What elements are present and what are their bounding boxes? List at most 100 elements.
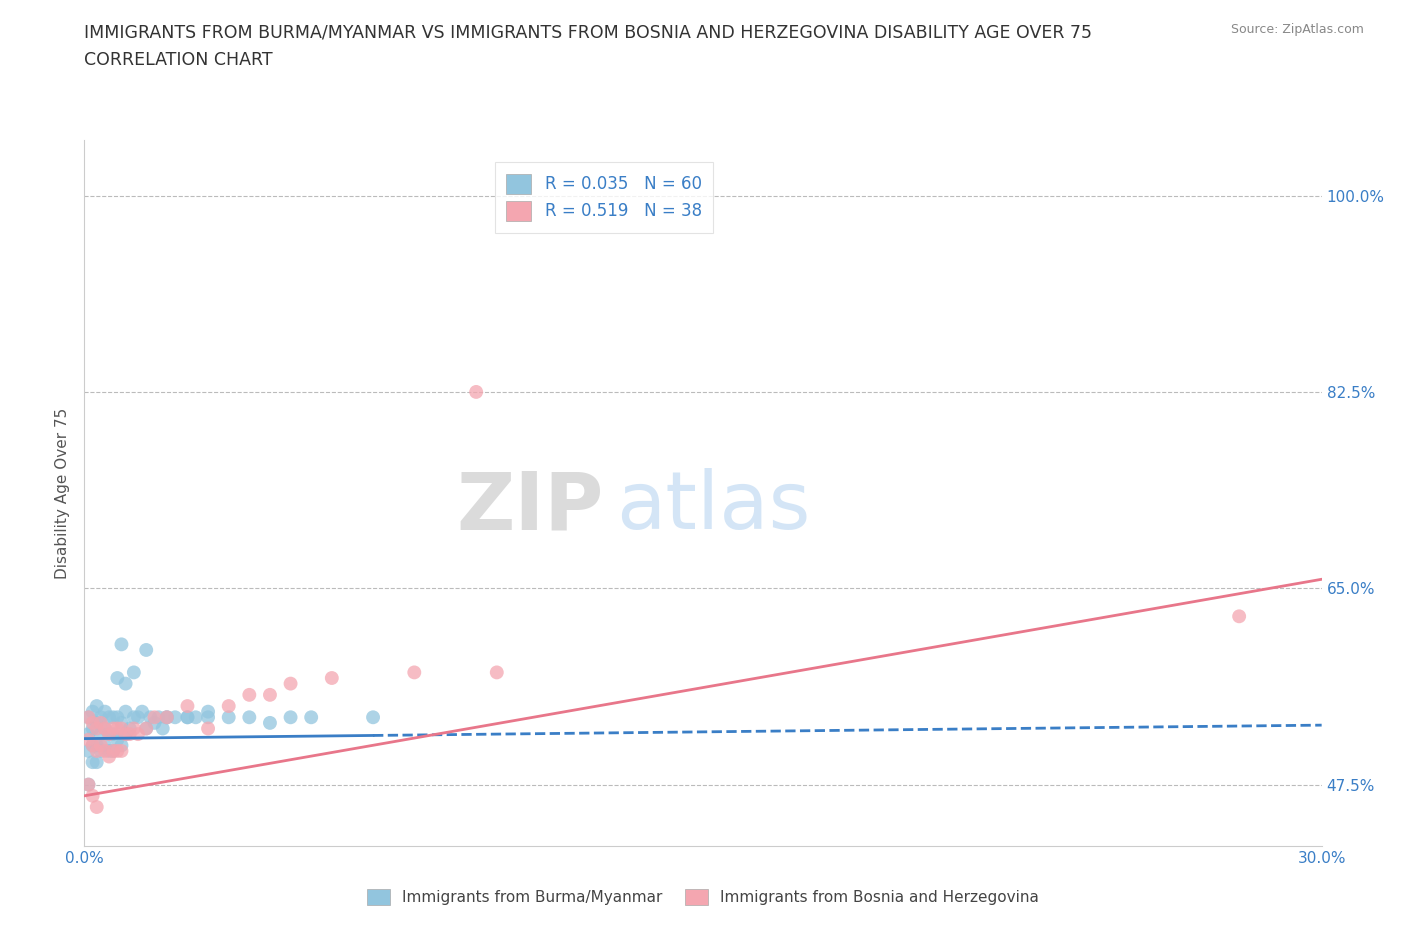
Point (110, 737, 132, 752)
Point (197, 704, 219, 719)
Point (77, 726, 100, 741)
Point (86, 755, 108, 770)
Point (127, 726, 149, 741)
Point (105, 721, 128, 736)
Point (321, 895, 343, 910)
Point (148, 710, 170, 724)
Point (90, 743, 112, 758)
Point (135, 721, 157, 736)
Point (197, 710, 219, 724)
Text: ZIP: ZIP (457, 468, 605, 546)
Point (86, 800, 108, 815)
Point (105, 732, 128, 747)
Point (152, 721, 174, 736)
Point (156, 710, 179, 724)
Legend: R = 0.035   N = 60, R = 0.519   N = 38: R = 0.035 N = 60, R = 0.519 N = 38 (495, 162, 713, 232)
Point (485, 665, 508, 680)
Point (98, 726, 121, 741)
Point (143, 715, 166, 730)
Point (176, 710, 198, 724)
Point (465, 384, 488, 399)
Point (90, 710, 112, 724)
Point (98, 726, 121, 741)
Point (82, 721, 104, 736)
Point (156, 710, 179, 724)
Point (77, 710, 100, 724)
Point (143, 710, 166, 724)
Point (98, 743, 121, 758)
Point (280, 676, 302, 691)
Point (114, 704, 136, 719)
Point (86, 715, 108, 730)
Point (77, 732, 100, 747)
Point (197, 721, 219, 736)
Point (299, 710, 322, 724)
Text: Source: ZipAtlas.com: Source: ZipAtlas.com (1230, 23, 1364, 36)
Point (404, 665, 426, 680)
Point (176, 710, 198, 724)
Point (139, 710, 162, 724)
Point (131, 704, 153, 719)
Point (86, 743, 108, 758)
Point (98, 710, 121, 724)
Point (361, 710, 384, 724)
Point (110, 715, 132, 730)
Point (94, 737, 117, 752)
Point (156, 710, 179, 724)
Point (114, 726, 136, 741)
Point (110, 637, 132, 652)
Text: IMMIGRANTS FROM BURMA/MYANMAR VS IMMIGRANTS FROM BOSNIA AND HERZEGOVINA DISABILI: IMMIGRANTS FROM BURMA/MYANMAR VS IMMIGRA… (84, 23, 1092, 41)
Point (82, 704, 104, 719)
Point (122, 710, 145, 724)
Point (176, 698, 198, 713)
Point (105, 671, 128, 685)
Point (165, 710, 187, 724)
Point (1227, 609, 1250, 624)
Point (103, 710, 125, 724)
Point (110, 721, 132, 736)
Text: CORRELATION CHART: CORRELATION CHART (84, 51, 273, 69)
Point (86, 737, 108, 752)
Point (122, 721, 145, 736)
Point (135, 643, 157, 658)
Legend: Immigrants from Burma/Myanmar, Immigrants from Bosnia and Herzegovina: Immigrants from Burma/Myanmar, Immigrant… (359, 882, 1047, 913)
Point (122, 665, 145, 680)
Y-axis label: Disability Age Over 75: Disability Age Over 75 (55, 407, 70, 578)
Point (218, 710, 240, 724)
Point (105, 710, 128, 724)
Point (77, 777, 100, 792)
Text: atlas: atlas (616, 468, 811, 546)
Point (77, 777, 100, 792)
Point (82, 755, 104, 770)
Point (77, 743, 100, 758)
Point (94, 721, 117, 736)
Point (103, 726, 125, 741)
Point (114, 676, 136, 691)
Point (259, 715, 281, 730)
Point (105, 743, 128, 758)
Point (135, 721, 157, 736)
Point (127, 710, 149, 724)
Point (118, 721, 141, 736)
Point (103, 743, 125, 758)
Point (98, 749, 121, 764)
Point (90, 737, 112, 752)
Point (94, 721, 117, 736)
Point (280, 710, 302, 724)
Point (82, 715, 104, 730)
Point (118, 726, 141, 741)
Point (94, 743, 117, 758)
Point (321, 671, 343, 685)
Point (94, 704, 117, 719)
Point (82, 789, 104, 804)
Point (86, 698, 108, 713)
Point (259, 687, 281, 702)
Point (218, 698, 240, 713)
Point (86, 721, 108, 736)
Point (77, 710, 100, 724)
Point (103, 721, 125, 736)
Point (651, 850, 673, 865)
Point (114, 726, 136, 741)
Point (82, 737, 104, 752)
Point (103, 743, 125, 758)
